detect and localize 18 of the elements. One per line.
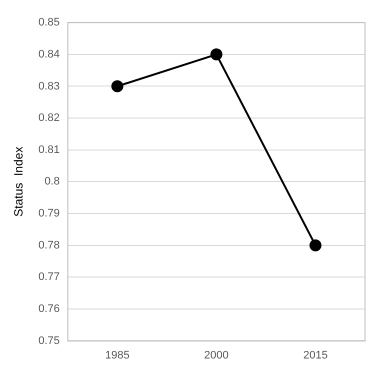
y-tick-label: 0.81	[38, 144, 60, 156]
point	[210, 48, 222, 60]
y-tick-label: 0.75	[38, 334, 60, 347]
y-tick-label: 0.82	[38, 112, 60, 124]
x-tick-label: 2000	[204, 349, 229, 362]
y-tick-label: 0.8	[44, 176, 60, 188]
y-axis-title: Status Index	[12, 146, 26, 217]
y-tick-label: 0.84	[38, 48, 60, 60]
point	[309, 239, 322, 252]
point	[111, 80, 124, 92]
x-tick-label: 1985	[105, 349, 130, 362]
y-tick-label: 0.78	[38, 239, 60, 252]
y-tick-label: 0.76	[38, 303, 60, 316]
y-tick-label: 0.85	[38, 16, 60, 29]
y-tick-label: 0.77	[38, 271, 60, 284]
x-tick-label: 2015	[303, 349, 328, 362]
y-tick-label: 0.83	[38, 80, 60, 92]
y-tick-label: 0.79	[38, 208, 60, 220]
